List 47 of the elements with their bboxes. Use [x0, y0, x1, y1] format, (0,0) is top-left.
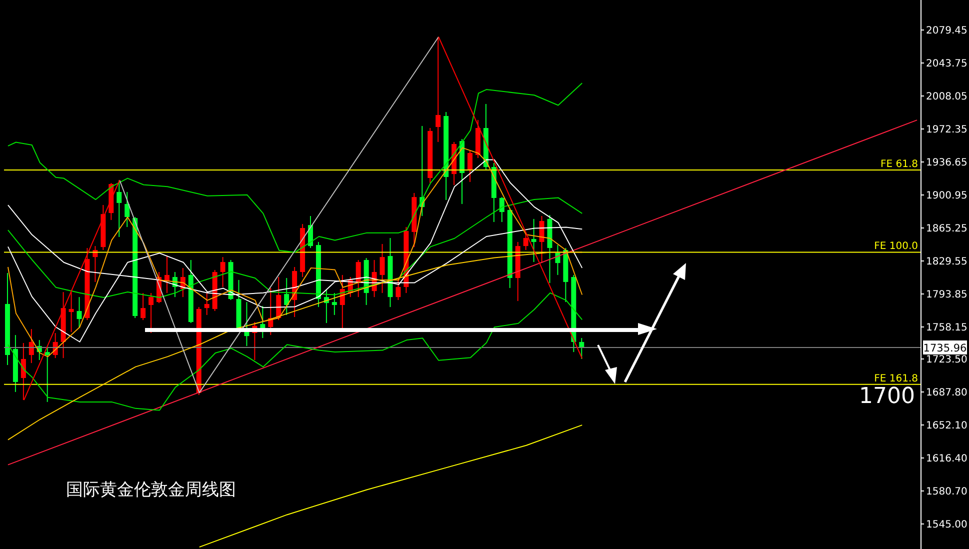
y-tick-label: 1723.50: [926, 354, 968, 366]
candlestick: [28, 328, 34, 364]
candlestick: [140, 292, 146, 321]
line-series: [7, 292, 583, 411]
candlestick: [380, 244, 385, 294]
ref-line-label: FE 161.8: [874, 373, 918, 384]
candlestick: [539, 215, 544, 264]
annotation: 1700: [859, 384, 915, 410]
candlestick: [204, 292, 210, 316]
y-tick-label: 1900.95: [926, 190, 968, 202]
y-tick-label: 1758.15: [926, 322, 968, 334]
y-tick-label: 1829.55: [926, 256, 968, 268]
y-tick-label: 2043.75: [926, 58, 968, 70]
ref-line-label: FE 61.8: [880, 158, 918, 170]
candlestick: [332, 292, 337, 316]
line-series: [7, 82, 583, 253]
y-tick-label: 1972.35: [926, 124, 968, 136]
candlestick: [396, 278, 401, 301]
candlestick: [124, 191, 130, 228]
y-tick-label: 1616.40: [926, 454, 968, 465]
candlestick: [220, 256, 226, 288]
candlestick: [523, 232, 528, 251]
candlestick: [579, 337, 584, 360]
line-series: [7, 252, 583, 440]
y-tick-label: 1936.65: [926, 158, 968, 169]
candlestick: [531, 218, 536, 263]
text: 国际黄金伦敦金周线图: [66, 479, 236, 501]
candlestick: [260, 306, 266, 338]
y-tick-label: 1793.85: [926, 290, 968, 301]
candlestick: [499, 196, 504, 223]
y-tick-label: 2008.05: [926, 92, 968, 103]
y-tick-label: 1687.80: [926, 388, 968, 399]
candlestick: [116, 180, 122, 238]
candlestick: [44, 346, 50, 402]
y-tick-label: 2079.45: [926, 26, 968, 37]
y-tick-label: 1865.25: [926, 224, 968, 235]
y-tick-label: 1545.00: [926, 520, 968, 531]
candlestick: [68, 292, 74, 332]
candlestick: [467, 150, 472, 182]
candlestick: [148, 292, 154, 334]
candlestick: [76, 296, 82, 329]
ref-line-label: FE 100.0: [874, 241, 918, 252]
y-tick-label: 1580.70: [926, 486, 968, 498]
candlestick: [284, 278, 290, 316]
y-tick-label: 1652.10: [926, 420, 968, 432]
ref-line-label: 1735.96: [923, 342, 968, 354]
candlestick: [356, 259, 361, 298]
